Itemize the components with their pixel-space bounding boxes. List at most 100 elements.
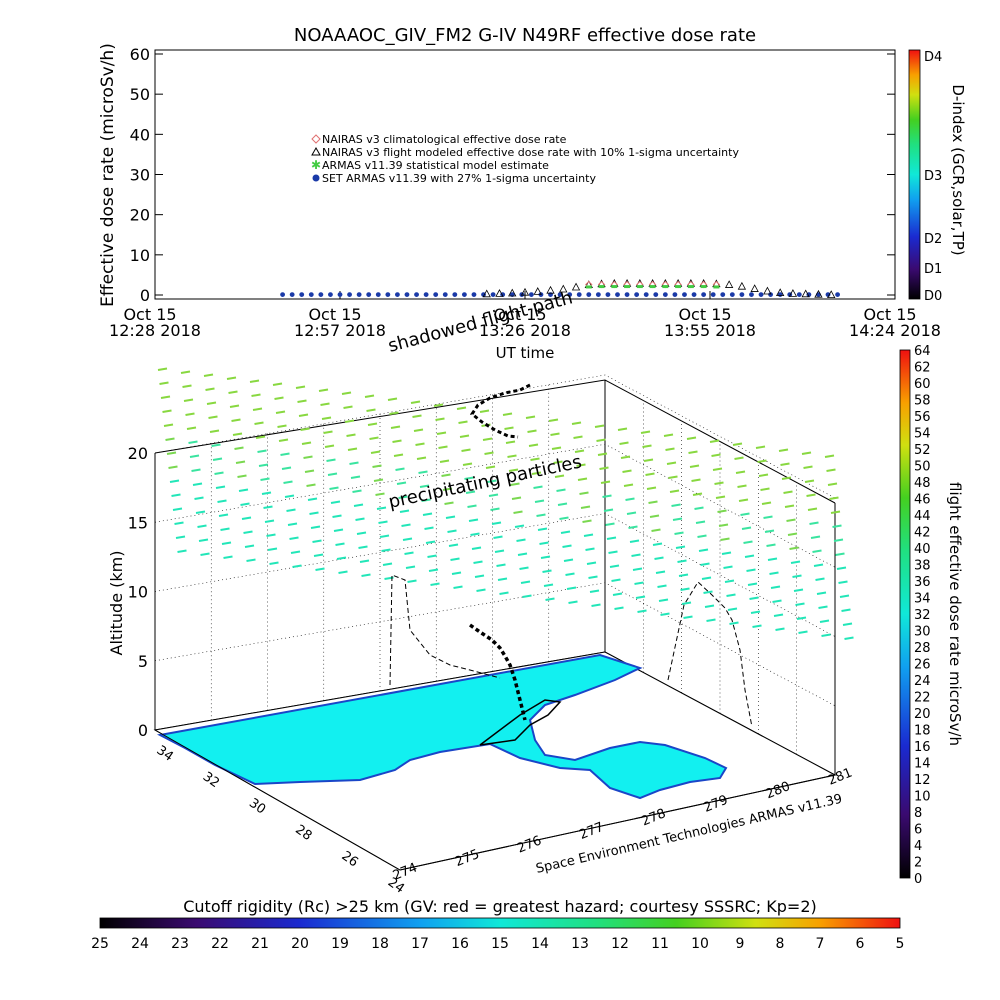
data-point-armas	[758, 292, 764, 297]
data-point-armas	[528, 292, 534, 297]
particle-dash	[228, 390, 238, 394]
dose-rate-tick: 0	[914, 872, 922, 887]
y-axis-label: Effective dose rate (microSv/h)	[98, 43, 118, 307]
particle-dash	[665, 447, 675, 451]
particle-dash	[177, 549, 187, 553]
particle-dash	[531, 471, 542, 475]
particle-dash	[300, 427, 310, 431]
particle-dash	[398, 495, 408, 499]
particle-dash	[617, 427, 628, 431]
d-index-tick: D0	[924, 289, 942, 304]
dose-rate-tick: 36	[914, 575, 931, 590]
altitude-ticks: 0 5 10 15 20	[128, 444, 148, 740]
dose-rate-tick: 2	[914, 856, 922, 871]
particle-dash	[574, 449, 585, 453]
data-point-armas	[442, 292, 448, 297]
particle-dash	[559, 516, 569, 520]
particle-dash	[704, 604, 715, 608]
particle-dash	[792, 574, 802, 578]
particle-dash	[488, 493, 499, 497]
particle-dash	[494, 549, 505, 553]
particle-dash	[566, 586, 577, 590]
dose-rate-tick: 20	[914, 707, 931, 722]
particle-dash	[761, 501, 772, 505]
rigidity-colorbar-label: Cutoff rigidity (Rc) >25 km (GV: red = g…	[183, 897, 817, 916]
particle-dash	[637, 609, 647, 613]
particle-dash	[832, 524, 842, 528]
particle-dash	[542, 569, 552, 573]
particle-dash	[611, 578, 621, 582]
particle-dash	[640, 430, 651, 434]
particle-dash	[255, 435, 266, 439]
particle-dash	[287, 522, 298, 526]
particle-dash	[798, 630, 808, 634]
particle-dash	[631, 553, 641, 557]
particle-dash	[240, 502, 250, 506]
particle-dash	[209, 429, 220, 433]
rigidity-tick: 14	[531, 936, 549, 952]
particle-dash	[658, 598, 669, 602]
rigidity-tick: 25	[91, 936, 109, 952]
dose-rate-colorbar-ticks: 0246810121416182022242628303234363840424…	[914, 344, 931, 887]
altitude-tick-label: 10	[128, 583, 148, 602]
rigidity-tick: 18	[371, 936, 389, 952]
particle-dash	[335, 542, 345, 546]
x-tick-label-line2: 14:24 2018	[849, 321, 941, 340]
particle-dash	[482, 437, 493, 441]
data-point-armas	[395, 292, 400, 297]
x-tick-label-line2: 13:26 2018	[479, 321, 571, 340]
particle-dash	[243, 530, 253, 534]
data-point-armas	[634, 292, 640, 297]
particle-dash	[450, 557, 460, 561]
data-point-armas	[729, 292, 735, 297]
particle-dash	[221, 541, 232, 545]
particle-dash	[614, 606, 624, 610]
particle-dash	[430, 582, 440, 586]
particle-dash	[577, 477, 588, 481]
particle-dash	[827, 482, 838, 486]
data-point-armas	[835, 292, 840, 297]
data-point-armas-model	[687, 285, 694, 289]
particle-dash	[159, 381, 169, 385]
particle-dash	[313, 553, 324, 557]
particle-dash	[381, 548, 391, 552]
particle-dash	[344, 419, 355, 423]
particle-dash	[306, 483, 316, 487]
rigidity-tick: 5	[896, 936, 905, 952]
data-point-nairas-flight	[750, 284, 759, 292]
particle-dash	[562, 544, 572, 548]
dose-rate-tick: 50	[914, 460, 931, 475]
particle-dash	[473, 560, 483, 564]
dose-rate-tick: 62	[914, 361, 931, 376]
particle-dash	[395, 467, 405, 471]
particle-dash	[407, 579, 417, 583]
x-tick-label-line2: 12:28 2018	[109, 321, 201, 340]
wall-grid-line	[154, 513, 836, 637]
d-index-tick: D2	[924, 232, 942, 247]
particle-dash	[183, 398, 194, 402]
particle-dash	[251, 393, 261, 397]
rigidity-tick: 17	[411, 936, 429, 952]
longitude-tick-label: 281	[826, 766, 855, 789]
particle-dash	[442, 487, 453, 491]
particle-dash	[533, 485, 543, 489]
particle-dash	[165, 437, 175, 441]
particle-dash	[349, 461, 359, 465]
data-point-armas	[672, 292, 678, 297]
dose-rate-tick: 26	[914, 658, 931, 673]
particle-dash	[511, 496, 522, 500]
particle-dash	[462, 462, 473, 466]
particle-dash	[701, 576, 712, 580]
d-index-colorbar	[908, 49, 921, 300]
particle-dash	[205, 387, 215, 391]
legend-label: ARMAS v11.39 statistical model estimate	[322, 159, 549, 172]
particle-dash	[235, 460, 246, 464]
particle-dash	[470, 532, 480, 536]
particle-dash	[390, 425, 401, 429]
particle-dash	[286, 508, 296, 512]
particle-dash	[355, 517, 365, 521]
particle-dash	[602, 494, 612, 498]
dose-rate-tick: 32	[914, 608, 931, 623]
data-point-armas	[682, 292, 687, 297]
particle-dash	[528, 443, 539, 447]
